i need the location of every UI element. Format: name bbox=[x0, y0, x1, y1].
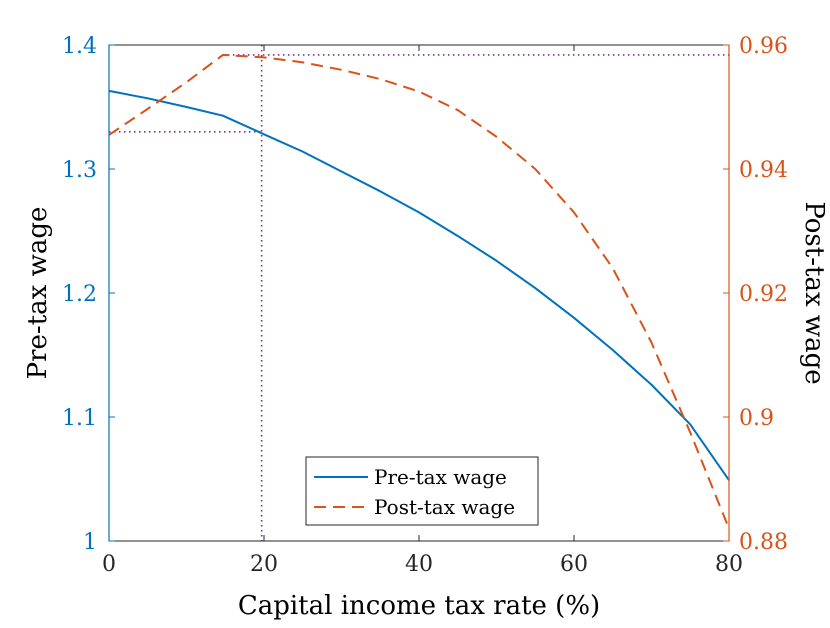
x-tick-label: 40 bbox=[405, 552, 433, 577]
x-tick-label: 80 bbox=[715, 552, 743, 577]
reference-lines bbox=[109, 45, 729, 541]
y-right-tick-label: 0.94 bbox=[739, 158, 788, 183]
x-tick-label: 20 bbox=[250, 552, 278, 577]
legend-label-pre-tax: Pre-tax wage bbox=[374, 465, 507, 489]
legend: Pre-tax wage Post-tax wage bbox=[305, 456, 539, 526]
y-axis-right-title: Post-tax wage bbox=[799, 201, 829, 384]
series-lines bbox=[108, 53, 730, 529]
y-left-tick-label: 1.4 bbox=[62, 34, 97, 59]
legend-label-post-tax: Post-tax wage bbox=[374, 495, 515, 519]
y-left-tick-label: 1.2 bbox=[62, 282, 97, 307]
x-tick-label: 60 bbox=[560, 552, 588, 577]
y-right-tick-label: 0.92 bbox=[739, 282, 788, 307]
y-right-tick-label: 0.96 bbox=[739, 34, 788, 59]
x-tick-label: 0 bbox=[102, 552, 116, 577]
pre-tax-wage-line bbox=[108, 89, 730, 481]
x-axis-title: Capital income tax rate (%) bbox=[238, 591, 600, 621]
y-left-tick-label: 1.3 bbox=[62, 158, 97, 183]
y-axis-left-title: Pre-tax wage bbox=[23, 207, 53, 380]
y-right-tick-label: 0.88 bbox=[739, 530, 788, 555]
y-left-tick-label: 1.1 bbox=[62, 406, 97, 431]
axis-ticks: 0 20 40 60 80 1 1.1 1.2 1.3 1.4 0.88 0.9 0.92 0.94 0.9… bbox=[62, 34, 788, 577]
y-left-tick-label: 1 bbox=[83, 530, 97, 555]
post-tax-wage-line bbox=[108, 53, 730, 529]
legend-box bbox=[305, 456, 539, 526]
y-right-tick-label: 0.9 bbox=[739, 406, 774, 431]
